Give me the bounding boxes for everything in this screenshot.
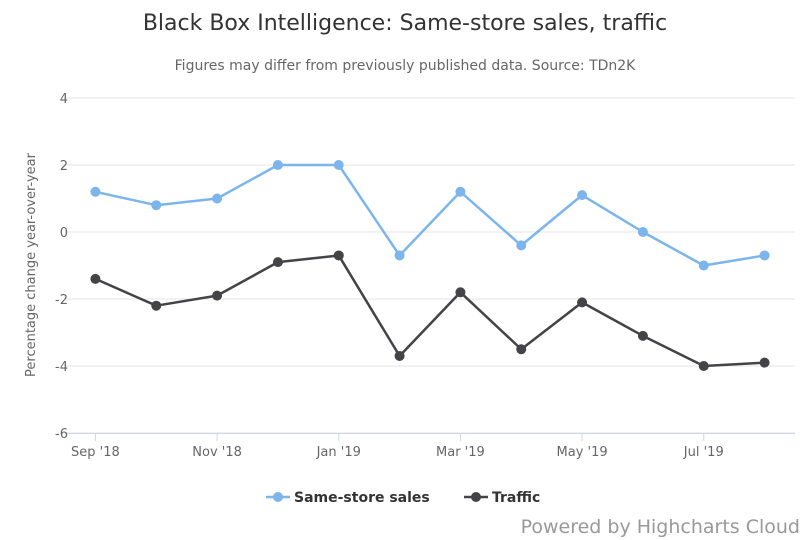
data-point[interactable]: [90, 273, 101, 284]
y-tick-label: -4: [55, 360, 68, 375]
legend-marker: [471, 492, 481, 502]
legend-item[interactable]: Traffic: [464, 490, 540, 506]
y-tick-label: 4: [60, 92, 68, 107]
x-tick-label: Nov '18: [192, 445, 242, 460]
series-line: [94, 254, 765, 368]
data-point[interactable]: [394, 350, 405, 361]
data-point[interactable]: [151, 200, 162, 211]
data-point[interactable]: [394, 250, 405, 261]
series-same-store-sales: [90, 160, 770, 271]
chart-subtitle: Figures may differ from previously publi…: [175, 58, 637, 74]
x-tick-label: Jul '19: [683, 445, 724, 460]
data-point[interactable]: [637, 227, 648, 237]
legend-item[interactable]: Same-store sales: [266, 490, 430, 506]
legend-label: Same-store sales: [294, 490, 430, 506]
data-point[interactable]: [151, 300, 162, 311]
data-point[interactable]: [455, 287, 466, 298]
legend-label: Traffic: [492, 490, 540, 506]
data-point[interactable]: [698, 361, 709, 371]
data-point[interactable]: [333, 250, 344, 261]
chart-title: Black Box Intelligence: Same-store sales…: [143, 11, 667, 36]
data-point[interactable]: [516, 240, 527, 251]
y-tick-label: -2: [55, 293, 68, 308]
data-point[interactable]: [516, 344, 527, 355]
credits-text[interactable]: Powered by Highcharts Cloud: [521, 516, 800, 538]
data-point[interactable]: [577, 297, 588, 308]
data-point[interactable]: [637, 330, 648, 341]
data-point[interactable]: [455, 186, 466, 197]
y-tick-label: -6: [55, 427, 68, 442]
data-point[interactable]: [272, 257, 283, 268]
data-point[interactable]: [759, 250, 770, 261]
y-axis-label: Percentage change year-over-year: [24, 152, 39, 377]
x-tick-label: Jan '19: [316, 445, 361, 460]
data-point[interactable]: [212, 193, 223, 204]
y-axis-ticks: -6 -4 -2 0 2 4: [55, 92, 68, 442]
x-tick-label: Sep '18: [71, 445, 120, 460]
series-traffic: [90, 250, 770, 371]
x-tick-label: Mar '19: [436, 445, 485, 460]
series-line: [95, 163, 765, 267]
x-tick-label: May '19: [557, 445, 608, 460]
series-layer: [90, 160, 770, 371]
data-point[interactable]: [698, 260, 709, 271]
y-tick-label: 0: [60, 226, 68, 241]
data-point[interactable]: [212, 290, 223, 301]
legend: Same-store sales Traffic: [266, 490, 540, 506]
gridlines: [65, 97, 795, 434]
data-point[interactable]: [759, 357, 770, 368]
x-axis-ticks: Sep '18 Nov '18 Jan '19 Mar '19 May '19 Jul '…: [71, 433, 724, 460]
data-point[interactable]: [577, 190, 588, 201]
data-point[interactable]: [333, 160, 344, 170]
y-tick-label: 2: [60, 159, 68, 174]
data-point[interactable]: [272, 160, 283, 170]
data-point[interactable]: [90, 186, 101, 197]
legend-marker: [273, 492, 283, 502]
